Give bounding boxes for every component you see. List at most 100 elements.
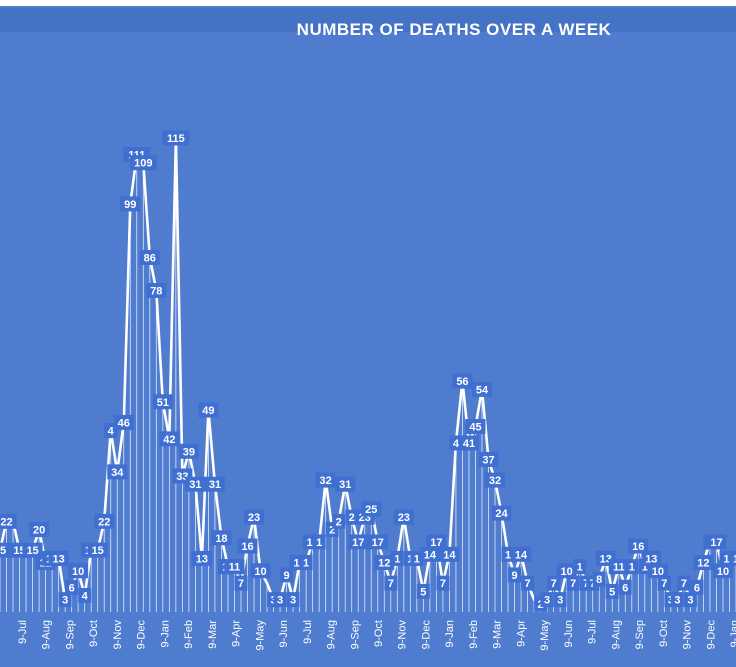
x-tick-label: 9-Feb bbox=[183, 620, 195, 649]
data-label: 12 bbox=[374, 555, 395, 571]
data-label-text: 17 bbox=[710, 537, 722, 549]
data-label-text: 99 bbox=[124, 199, 136, 211]
data-label-text: 10 bbox=[717, 566, 729, 578]
data-label-box bbox=[0, 513, 17, 529]
data-label: 25 bbox=[361, 501, 382, 517]
data-label-text: 10 bbox=[652, 566, 664, 578]
data-label-text: 14 bbox=[424, 549, 437, 561]
data-label-box bbox=[68, 563, 89, 579]
data-label-box bbox=[162, 130, 190, 146]
data-label-box bbox=[224, 559, 245, 575]
data-label-box bbox=[191, 550, 212, 566]
x-tick-label: 9-Aug bbox=[326, 620, 338, 649]
data-label: 37 bbox=[478, 451, 499, 467]
data-label-text: 46 bbox=[118, 417, 130, 429]
data-label-box bbox=[657, 575, 671, 591]
data-label-text: 51 bbox=[157, 397, 169, 409]
data-label-box bbox=[690, 579, 704, 595]
data-label-text: 11 bbox=[229, 562, 241, 574]
data-label-text: 4 bbox=[453, 438, 460, 450]
data-label-text: 17 bbox=[430, 537, 442, 549]
data-label-box bbox=[286, 592, 300, 608]
data-label-text: 2 bbox=[538, 599, 544, 611]
data-label: 32 bbox=[485, 472, 506, 488]
data-label-text: 1 bbox=[642, 562, 648, 574]
x-tick-label: 9-Apr bbox=[515, 620, 527, 647]
x-tick-label: 9-Sep bbox=[349, 620, 361, 649]
x-tick-label: 9-Dec bbox=[136, 620, 148, 650]
data-label: 8 bbox=[592, 571, 606, 587]
x-tick-label: 9-Feb bbox=[468, 620, 480, 649]
data-label-box bbox=[129, 155, 157, 171]
data-label-text: 3 bbox=[544, 595, 550, 607]
data-label-text: 45 bbox=[469, 422, 481, 434]
data-label: 32 bbox=[315, 472, 336, 488]
data-label-text: 14 bbox=[515, 549, 528, 561]
data-label: 3 bbox=[670, 592, 684, 608]
data-label-box bbox=[94, 513, 115, 529]
data-label-box bbox=[159, 431, 180, 447]
data-label: 3 bbox=[273, 592, 287, 608]
data-label: 31 bbox=[185, 476, 206, 492]
data-label: 10 bbox=[647, 563, 668, 579]
x-tick-label: 9-Jun bbox=[278, 620, 290, 648]
x-tick-label: 9-Nov bbox=[682, 620, 694, 650]
data-label-text: 6 bbox=[622, 582, 628, 594]
data-label-text: 8 bbox=[596, 574, 602, 586]
x-tick-label: 9-Jul bbox=[17, 620, 29, 644]
data-label: 23 bbox=[244, 509, 265, 525]
data-label: 10 bbox=[556, 563, 577, 579]
data-label-box bbox=[478, 451, 499, 467]
data-label-text: 7 bbox=[551, 578, 557, 590]
data-label: 7 bbox=[566, 575, 580, 591]
data-label: 54 bbox=[471, 381, 492, 397]
data-label-box bbox=[547, 575, 561, 591]
data-label: 10 bbox=[68, 563, 89, 579]
data-label-text: 3 bbox=[290, 595, 296, 607]
data-label-box bbox=[677, 575, 691, 591]
data-label-box bbox=[465, 419, 486, 435]
data-label-text: 23 bbox=[398, 512, 410, 524]
data-label-text: 32 bbox=[489, 475, 501, 487]
data-label: 2 bbox=[332, 513, 346, 529]
data-label-text: 109 bbox=[134, 158, 152, 170]
data-label-box bbox=[390, 550, 404, 566]
x-tick-label: 9-Nov bbox=[397, 620, 409, 650]
x-tick-label: 9-Apr bbox=[231, 620, 243, 647]
data-label: 31 bbox=[204, 476, 225, 492]
data-label-text: 12 bbox=[697, 558, 709, 570]
data-label-box bbox=[348, 534, 369, 550]
data-label-text: 10 bbox=[72, 566, 84, 578]
data-label: 6 bbox=[690, 579, 704, 595]
data-label: 13 bbox=[191, 550, 212, 566]
data-label-text: 7 bbox=[238, 578, 244, 590]
data-label-box bbox=[647, 563, 668, 579]
data-label-box bbox=[367, 534, 388, 550]
x-tick-label: 9-Oct bbox=[88, 620, 100, 647]
data-label-box bbox=[419, 546, 440, 562]
data-label: 56 bbox=[452, 373, 473, 389]
data-label: 13 bbox=[641, 550, 662, 566]
data-label: 18 bbox=[211, 530, 232, 546]
data-label: 3 bbox=[58, 592, 72, 608]
data-label: 7 bbox=[436, 575, 450, 591]
data-label-box bbox=[120, 196, 141, 212]
data-label-text: 10 bbox=[561, 566, 573, 578]
data-label-box bbox=[706, 534, 727, 550]
data-label-box bbox=[146, 283, 167, 299]
data-label-box bbox=[22, 542, 43, 558]
data-label: 115 bbox=[162, 130, 190, 146]
data-label-box bbox=[152, 394, 173, 410]
data-label-text: 7 bbox=[583, 578, 589, 590]
data-label-text: 78 bbox=[150, 286, 162, 298]
x-tick-label: 9-Mar bbox=[207, 620, 219, 649]
data-label: 41 bbox=[458, 435, 479, 451]
x-tick-label: 9-Aug bbox=[41, 620, 53, 649]
data-label: 1 bbox=[625, 559, 639, 575]
data-label-box bbox=[361, 501, 382, 517]
title-band bbox=[0, 8, 736, 32]
data-label: 109 bbox=[129, 155, 157, 171]
data-label-text: 2 bbox=[349, 512, 355, 524]
data-label-box bbox=[712, 563, 733, 579]
data-label-box bbox=[65, 579, 79, 595]
